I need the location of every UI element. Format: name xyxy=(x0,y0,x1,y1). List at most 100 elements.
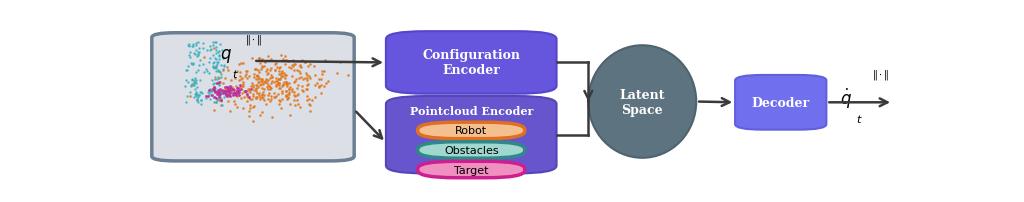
Point xyxy=(208,52,224,55)
Point xyxy=(216,64,232,67)
Point xyxy=(279,82,295,85)
Point xyxy=(245,96,261,99)
Point xyxy=(246,76,262,79)
Point xyxy=(292,72,308,76)
Point xyxy=(310,120,327,123)
Point xyxy=(181,96,198,99)
Point xyxy=(269,82,286,85)
Point xyxy=(201,89,217,93)
Point xyxy=(306,91,323,94)
Point xyxy=(227,58,244,61)
Point xyxy=(285,114,301,117)
Point xyxy=(198,60,214,63)
Point xyxy=(288,86,304,89)
Point xyxy=(164,115,180,118)
Point xyxy=(279,115,295,118)
Point xyxy=(302,104,318,107)
Point xyxy=(170,90,186,93)
Point xyxy=(248,68,264,71)
Point xyxy=(216,96,232,99)
Point xyxy=(202,91,218,94)
Point xyxy=(323,106,339,109)
Point xyxy=(340,74,356,77)
Point xyxy=(252,83,268,86)
Point xyxy=(159,127,175,130)
Point xyxy=(286,91,302,94)
Point xyxy=(227,77,244,80)
Point xyxy=(284,94,300,97)
Point xyxy=(311,82,328,85)
Point xyxy=(225,62,242,65)
Point xyxy=(270,112,287,115)
Point xyxy=(206,110,222,114)
Point xyxy=(187,49,204,52)
Point xyxy=(212,54,228,57)
Point xyxy=(281,90,297,93)
Point xyxy=(200,70,216,73)
Point xyxy=(278,117,294,120)
Point xyxy=(271,96,288,99)
Point xyxy=(244,84,260,88)
Point xyxy=(332,134,348,138)
Point xyxy=(165,124,181,127)
Point xyxy=(211,133,227,136)
Point xyxy=(231,70,248,74)
Point xyxy=(241,113,257,116)
Point xyxy=(249,84,265,87)
Point xyxy=(311,149,328,152)
Point xyxy=(190,148,207,152)
Point xyxy=(168,97,184,100)
Point xyxy=(218,127,234,130)
Point xyxy=(237,41,253,45)
Point xyxy=(241,101,257,104)
Point xyxy=(252,103,268,106)
Point xyxy=(286,69,302,72)
Point xyxy=(228,87,245,90)
Point xyxy=(258,72,274,75)
Point xyxy=(201,142,217,146)
Point xyxy=(153,124,169,127)
Point xyxy=(251,92,267,95)
Point xyxy=(318,89,335,93)
Point xyxy=(252,96,268,99)
Point xyxy=(163,46,179,49)
Point xyxy=(186,118,203,121)
Point xyxy=(238,99,254,102)
Point xyxy=(298,147,314,150)
Text: $q$: $q$ xyxy=(220,46,231,64)
Point xyxy=(240,104,256,108)
Point xyxy=(186,79,203,82)
Point xyxy=(246,96,262,99)
Point xyxy=(242,107,258,110)
Point xyxy=(336,124,352,127)
Point xyxy=(253,90,269,93)
Point xyxy=(238,92,254,95)
Point xyxy=(209,82,225,85)
Point xyxy=(279,63,295,67)
Point xyxy=(264,128,281,131)
Point xyxy=(266,69,283,73)
Point xyxy=(162,96,178,99)
Point xyxy=(329,97,345,100)
Point xyxy=(157,112,173,116)
Point xyxy=(216,91,232,95)
Point xyxy=(242,76,258,79)
Point xyxy=(286,147,302,150)
Point xyxy=(310,78,327,81)
Point xyxy=(215,97,231,100)
Point xyxy=(323,134,339,137)
Point xyxy=(239,93,255,96)
Point xyxy=(187,93,204,96)
Point xyxy=(322,109,338,112)
Point xyxy=(185,144,202,147)
Point xyxy=(172,117,188,121)
Point xyxy=(262,54,279,57)
Point xyxy=(315,85,332,88)
FancyBboxPatch shape xyxy=(418,142,524,158)
Point xyxy=(260,130,276,134)
Point xyxy=(169,109,185,112)
Point xyxy=(327,110,343,114)
Point xyxy=(241,54,257,57)
FancyBboxPatch shape xyxy=(418,123,524,139)
Point xyxy=(191,97,208,100)
